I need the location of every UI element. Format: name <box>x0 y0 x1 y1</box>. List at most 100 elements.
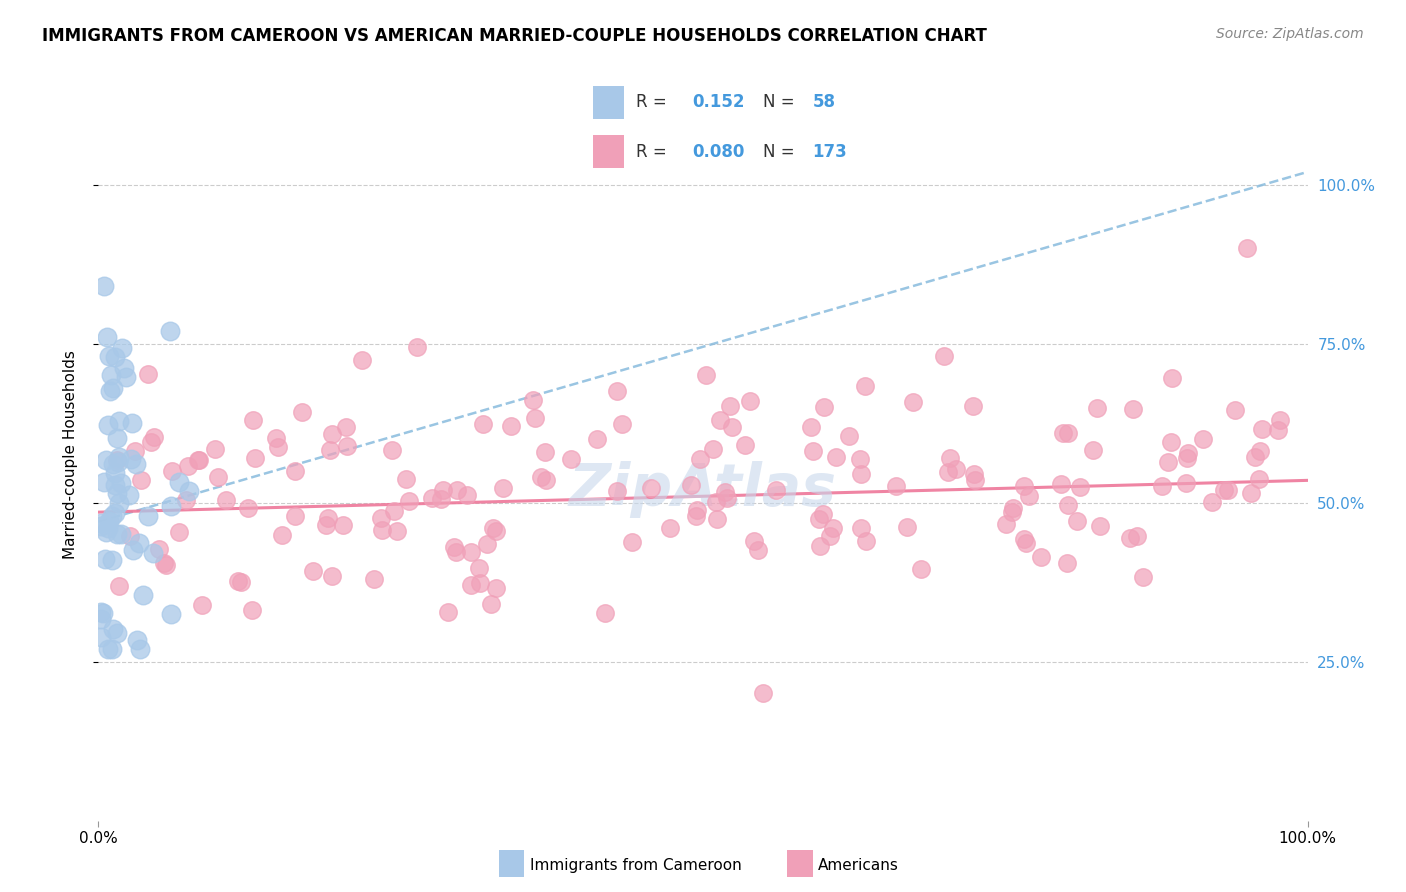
Point <box>120 452 142 467</box>
Point <box>395 472 418 486</box>
Point <box>533 445 555 459</box>
Point <box>932 349 955 363</box>
Point <box>606 484 628 499</box>
Text: Immigrants from Cameroon: Immigrants from Cameroon <box>530 858 742 872</box>
Point <box>718 399 741 413</box>
Point <box>903 394 925 409</box>
Point <box>491 481 513 495</box>
Point <box>384 503 406 517</box>
Point <box>752 686 775 700</box>
Point <box>706 512 728 526</box>
Point <box>153 557 176 571</box>
Point <box>808 539 831 553</box>
Point <box>315 517 337 532</box>
Point <box>129 641 152 656</box>
Point <box>811 507 834 521</box>
Point <box>606 384 628 399</box>
Point <box>155 558 177 572</box>
Point <box>800 420 823 434</box>
Point <box>593 606 616 620</box>
Point <box>824 450 846 465</box>
Point <box>160 499 183 513</box>
Point <box>332 518 354 533</box>
Point <box>1216 483 1239 497</box>
Point <box>1057 425 1080 440</box>
Point <box>742 534 765 549</box>
Point <box>118 488 141 502</box>
Point <box>524 411 547 425</box>
Point <box>910 562 932 576</box>
Point <box>321 426 343 441</box>
Point <box>187 452 209 467</box>
Point <box>290 405 312 419</box>
Point <box>103 467 125 481</box>
Point <box>94 552 117 566</box>
Text: 173: 173 <box>813 143 848 161</box>
Point <box>120 529 142 543</box>
Point <box>1012 532 1035 546</box>
Point <box>1066 514 1088 528</box>
Point <box>110 476 132 491</box>
Point <box>1192 432 1215 446</box>
Point <box>1014 535 1036 549</box>
Point <box>352 352 374 367</box>
Point <box>169 525 191 540</box>
Point <box>855 533 877 548</box>
Point <box>266 440 288 454</box>
Point <box>104 477 127 491</box>
Point <box>530 470 553 484</box>
Point <box>141 434 163 449</box>
Point <box>97 641 120 656</box>
Text: 58: 58 <box>813 94 835 112</box>
Point <box>101 381 124 395</box>
Point <box>107 455 129 469</box>
Point <box>207 470 229 484</box>
Point <box>215 493 238 508</box>
Point <box>108 496 131 510</box>
Point <box>100 368 122 383</box>
Point <box>108 450 131 464</box>
Point <box>965 473 987 487</box>
Point <box>176 458 198 473</box>
Point <box>1029 549 1052 564</box>
Point <box>686 503 709 517</box>
Point <box>659 521 682 535</box>
Point <box>695 368 717 383</box>
Point <box>1085 401 1108 415</box>
Point <box>160 464 183 478</box>
Point <box>108 414 131 428</box>
Point <box>482 521 505 535</box>
Point <box>136 367 159 381</box>
Point <box>121 543 143 558</box>
Point <box>1157 455 1180 469</box>
Point <box>97 417 120 432</box>
Point <box>90 516 112 530</box>
Point <box>96 525 118 540</box>
Point <box>204 442 226 457</box>
Point <box>1243 450 1265 465</box>
Point <box>536 473 558 487</box>
Point <box>936 466 959 480</box>
Point <box>174 492 197 507</box>
Point <box>398 493 420 508</box>
Point <box>98 349 121 363</box>
Point <box>938 450 960 465</box>
Point <box>443 540 465 554</box>
Point <box>1126 528 1149 542</box>
Point <box>994 517 1017 532</box>
Point <box>499 418 522 433</box>
Point <box>406 340 429 354</box>
Point <box>1014 479 1036 493</box>
Point <box>1177 446 1199 460</box>
Point <box>479 597 502 611</box>
Point <box>460 578 482 592</box>
Point <box>100 509 122 524</box>
Point <box>271 528 294 542</box>
Point <box>228 574 250 589</box>
Point <box>1267 424 1289 438</box>
Point <box>1249 444 1271 458</box>
Point <box>714 485 737 500</box>
Point <box>1249 472 1271 486</box>
Point <box>177 483 200 498</box>
Point <box>236 500 259 515</box>
